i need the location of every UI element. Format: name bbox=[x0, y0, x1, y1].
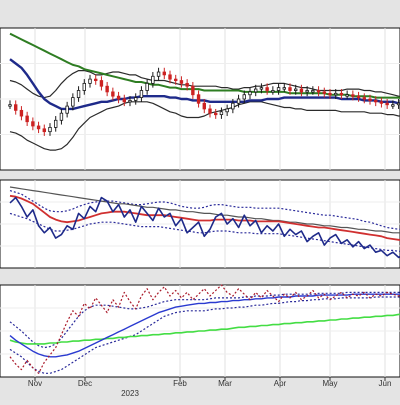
price-candle-body-33 bbox=[196, 94, 201, 104]
price-candle-body-35 bbox=[208, 108, 212, 114]
price-candle-body-31 bbox=[185, 82, 189, 87]
price-candle-body-58 bbox=[339, 92, 344, 96]
price-candle-body-17 bbox=[105, 85, 109, 93]
price-candle-body-60 bbox=[351, 94, 355, 97]
lower-series-mid_blue bbox=[9, 293, 400, 358]
price-candle-body-48 bbox=[282, 87, 286, 90]
price-candle-body-10 bbox=[65, 105, 69, 114]
price-candle-body-34 bbox=[202, 102, 206, 110]
price-candle-body-37 bbox=[219, 111, 224, 116]
price-candle-body-46 bbox=[271, 90, 275, 93]
price-candle-body-8 bbox=[54, 119, 58, 128]
x-axis-tick-label-1: Dec bbox=[78, 379, 92, 388]
price-candle-body-66 bbox=[385, 102, 389, 106]
price-candle-body-41 bbox=[242, 94, 246, 100]
price-candle-body-21 bbox=[128, 100, 132, 103]
x-axis-tick-label-5: May bbox=[322, 379, 337, 388]
price-candle-body-27 bbox=[162, 71, 166, 76]
price-candle-body-40 bbox=[236, 98, 241, 104]
x-axis-tick-label-2: Feb bbox=[173, 379, 187, 388]
price-candle-body-25 bbox=[151, 75, 155, 84]
price-candle-body-65 bbox=[379, 101, 384, 104]
x-axis-tick-label-3: Mar bbox=[218, 379, 232, 388]
price-candle-body-54 bbox=[316, 90, 321, 93]
price-candle-body-14 bbox=[88, 78, 92, 84]
price-candle-body-12 bbox=[76, 90, 81, 98]
price-candle-body-51 bbox=[299, 88, 304, 93]
price-candle-body-63 bbox=[368, 98, 372, 101]
price-candle-body-52 bbox=[305, 90, 309, 93]
price-candle-body-57 bbox=[334, 92, 338, 96]
x-axis-tick-label-6: Jun bbox=[379, 379, 392, 388]
price-series-ma_green bbox=[9, 32, 400, 99]
price-candle-body-16 bbox=[99, 80, 104, 87]
price-series-lower_band bbox=[9, 101, 400, 151]
x-axis-tick-label-0: Nov bbox=[28, 379, 42, 388]
price-candle-body-44 bbox=[259, 87, 264, 90]
price-candle-body-20 bbox=[122, 98, 126, 103]
price-series-upper_band bbox=[9, 69, 400, 99]
price-candle-body-26 bbox=[156, 71, 161, 77]
price-series-ma_blue bbox=[9, 58, 400, 111]
price-candle-body-64 bbox=[374, 100, 378, 103]
price-candle-body-30 bbox=[179, 80, 184, 84]
price-candle-body-9 bbox=[59, 112, 64, 121]
price-candle-body-19 bbox=[116, 95, 121, 100]
price-candle-body-55 bbox=[322, 91, 326, 94]
price-candle-body-28 bbox=[168, 74, 172, 80]
price-candle-body-38 bbox=[225, 108, 229, 113]
price-candle-body-49 bbox=[288, 87, 292, 91]
price-candle-body-2 bbox=[19, 109, 24, 117]
oscillator-series-oscillator_blue bbox=[9, 196, 400, 259]
lower-series-fast_dotted_red bbox=[9, 284, 400, 374]
price-candle-body-3 bbox=[25, 115, 29, 123]
price-candle-body-32 bbox=[191, 85, 195, 96]
price-candle-body-36 bbox=[214, 112, 218, 116]
oscillator-series-trend_gray bbox=[9, 186, 400, 234]
price-candle-body-59 bbox=[345, 94, 349, 97]
price-candle-body-53 bbox=[311, 90, 315, 93]
price-candle-body-42 bbox=[248, 91, 252, 96]
price-candle-body-45 bbox=[265, 87, 269, 91]
price-candle-body-7 bbox=[48, 127, 52, 133]
price-candle-body-47 bbox=[276, 87, 281, 91]
price-candle-body-56 bbox=[328, 92, 332, 96]
price-candle-body-62 bbox=[362, 97, 366, 100]
price-candle-body-18 bbox=[111, 91, 115, 97]
x-axis-year-label: 2023 bbox=[121, 389, 139, 398]
lower-series-upper_envelope bbox=[9, 291, 400, 349]
x-axis-tick-label-4: Apr bbox=[274, 379, 287, 388]
price-candle-body-50 bbox=[294, 88, 298, 91]
price-candle-body-39 bbox=[231, 102, 235, 110]
oscillator-series-upper_envelope bbox=[9, 190, 400, 230]
price-candle-body-5 bbox=[36, 125, 41, 130]
price-candle-body-22 bbox=[134, 97, 138, 101]
price-candle-body-6 bbox=[42, 128, 46, 133]
price-candle-body-67 bbox=[391, 104, 395, 107]
price-candle-body-61 bbox=[356, 95, 361, 99]
price-candle-body-4 bbox=[31, 121, 35, 127]
price-candle-body-29 bbox=[174, 78, 178, 82]
price-candle-body-43 bbox=[254, 88, 258, 93]
lower-series-slow_green bbox=[9, 313, 400, 345]
price-candle-body-15 bbox=[94, 78, 98, 82]
price-candle-body-23 bbox=[139, 90, 144, 98]
price-candle-body-1 bbox=[14, 104, 18, 111]
price-candle-body-0 bbox=[8, 104, 12, 107]
oscillator-series-lower_envelope bbox=[9, 212, 400, 252]
price-candle-body-11 bbox=[71, 97, 75, 107]
price-candle-body-68 bbox=[396, 102, 400, 106]
lower-series-lower_envelope bbox=[9, 296, 400, 374]
price-candle-body-13 bbox=[82, 82, 86, 91]
price-candle-body-24 bbox=[145, 82, 149, 91]
